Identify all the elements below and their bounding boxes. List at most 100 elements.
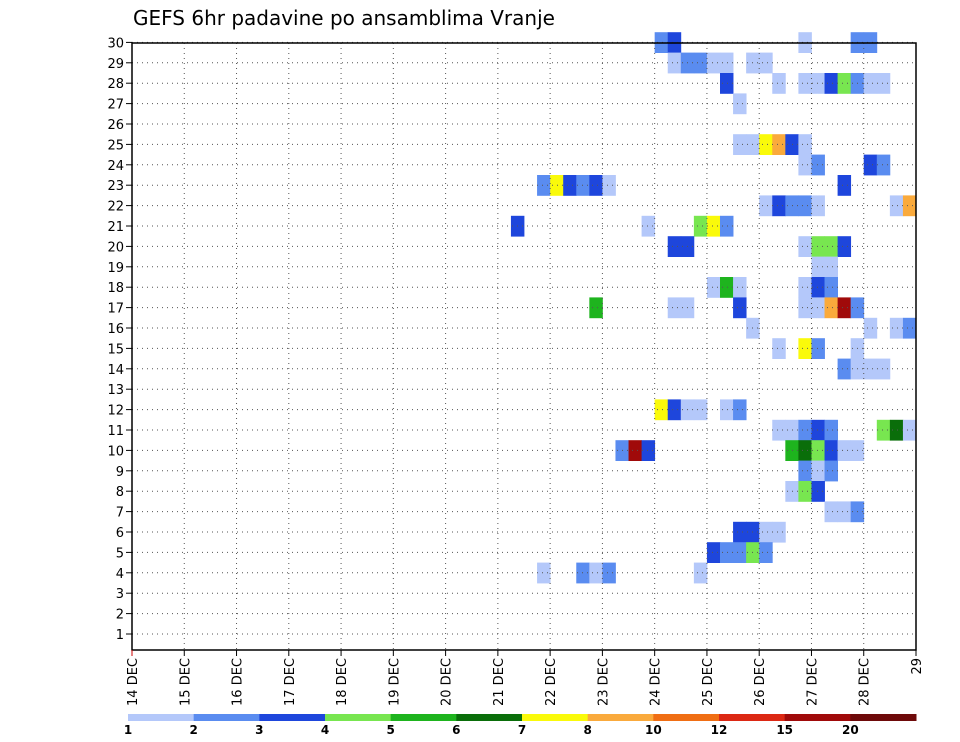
- x-tick-label: 25 DEC: [701, 658, 716, 706]
- heatmap-cell: [733, 542, 747, 563]
- heatmap-cell: [589, 562, 603, 584]
- heatmap-cell: [798, 134, 812, 155]
- heatmap-cell: [693, 399, 708, 421]
- x-tick-label: 29: [910, 658, 925, 675]
- cells-layer: [510, 32, 916, 584]
- x-tick-label: 21 DEC: [492, 658, 507, 706]
- y-tick-label: 21: [107, 220, 124, 235]
- heatmap-cell: [550, 175, 564, 196]
- heatmap-cell: [798, 440, 812, 461]
- heatmap-cell: [798, 338, 812, 359]
- y-tick-label: 4: [116, 567, 124, 582]
- heatmap-cell: [772, 134, 786, 155]
- legend-label: 5: [386, 723, 394, 737]
- heatmap-cell: [811, 481, 825, 502]
- chart-title: GEFS 6hr padavine po ansamblima Vranje: [133, 6, 555, 30]
- heatmap-cell: [837, 73, 852, 94]
- heatmap-cell: [889, 317, 904, 339]
- heatmap-cell: [824, 419, 838, 441]
- y-tick-label: 20: [107, 240, 124, 255]
- grid-layer: [132, 41, 916, 650]
- x-tick-label: 23 DEC: [596, 658, 611, 706]
- y-tick-label: 27: [107, 98, 124, 113]
- x-tick-label: 27 DEC: [805, 658, 820, 706]
- heatmap-cell: [693, 562, 708, 584]
- heatmap-cell: [824, 297, 838, 319]
- legend-swatch: [193, 714, 260, 721]
- legend-swatch: [653, 714, 720, 721]
- legend-label: 1: [124, 723, 132, 737]
- heatmap-cell: [798, 73, 812, 94]
- x-tick-label: 26 DEC: [753, 658, 768, 706]
- heatmap-cell: [824, 501, 838, 523]
- y-tick-label: 30: [107, 36, 124, 51]
- x-tick-label: 14 DEC: [126, 658, 141, 706]
- legend-label: 3: [255, 723, 263, 737]
- heatmap-cell: [641, 215, 656, 237]
- y-tick-label: 23: [107, 179, 124, 194]
- heatmap-cell: [902, 195, 916, 217]
- x-tick-label: 18 DEC: [335, 658, 350, 706]
- heatmap-cell: [563, 175, 577, 196]
- heatmap-cell: [589, 175, 603, 196]
- heatmap-cell: [706, 215, 721, 237]
- heatmap-cell: [589, 297, 603, 319]
- heatmap-cell: [628, 440, 642, 461]
- heatmap-cell: [667, 399, 682, 421]
- heatmap-cell: [824, 277, 838, 298]
- y-axis: 1234567891011121314151617181920212223242…: [107, 36, 132, 643]
- heatmap-cell: [733, 399, 747, 421]
- y-tick-label: 25: [107, 138, 124, 153]
- legend-swatch: [390, 714, 457, 721]
- y-tick-label: 29: [107, 57, 124, 72]
- heatmap-cell: [811, 154, 825, 176]
- legend-swatch: [325, 714, 392, 721]
- heatmap-cell: [863, 73, 878, 94]
- x-tick-label: 20 DEC: [440, 658, 455, 706]
- y-tick-label: 7: [116, 506, 124, 521]
- heatmap-cell: [811, 338, 825, 359]
- x-tick-label: 22 DEC: [544, 658, 559, 706]
- y-tick-label: 11: [107, 424, 124, 439]
- heatmap-cell: [537, 562, 551, 584]
- heatmap-cell: [798, 277, 812, 298]
- y-tick-label: 1: [116, 628, 124, 643]
- y-tick-label: 15: [107, 342, 124, 357]
- legend-swatch: [456, 714, 523, 721]
- heatmap-cell: [733, 134, 747, 155]
- heatmap-cell: [824, 440, 838, 461]
- heatmap-cell: [876, 358, 891, 380]
- heatmap-cell: [798, 481, 812, 502]
- legend-label: 2: [189, 723, 197, 737]
- legend-swatch: [522, 714, 589, 721]
- heatmap-cell: [902, 317, 916, 339]
- legend-swatch: [259, 714, 326, 721]
- heatmap-cell: [811, 297, 825, 319]
- y-tick-label: 24: [107, 159, 124, 174]
- legend-label: 6: [452, 723, 460, 737]
- heatmap-cell: [824, 256, 838, 278]
- heatmap-cell: [706, 542, 721, 563]
- heatmap-cell: [641, 440, 656, 461]
- heatmap-cell: [720, 277, 734, 298]
- plot-frame: [131, 42, 917, 651]
- heatmap-cell: [772, 195, 786, 217]
- heatmap-cell: [876, 73, 891, 94]
- heatmap-cell: [720, 542, 734, 563]
- y-tick-label: 17: [107, 302, 124, 317]
- y-tick-label: 6: [116, 526, 124, 541]
- y-tick-label: 3: [116, 587, 124, 602]
- x-tick-label: 17 DEC: [283, 658, 298, 706]
- heatmap-cell: [720, 73, 734, 94]
- heatmap-cell: [772, 419, 786, 441]
- y-tick-label: 8: [116, 485, 124, 500]
- legend-label: 20: [842, 723, 859, 737]
- y-tick-label: 2: [116, 608, 124, 623]
- y-tick-label: 22: [107, 200, 124, 215]
- heatmap-cell: [824, 460, 838, 482]
- heatmap-cell: [759, 52, 773, 74]
- heatmap-cell: [798, 195, 812, 217]
- y-tick-label: 19: [107, 261, 124, 276]
- heatmap-cell: [772, 521, 786, 543]
